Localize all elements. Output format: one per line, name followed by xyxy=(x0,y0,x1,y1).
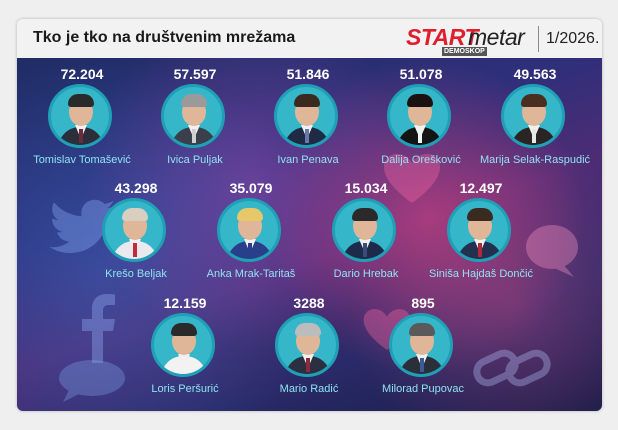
avatar xyxy=(275,313,339,377)
avatar xyxy=(151,313,215,377)
person-name: Milorad Pupovac xyxy=(382,383,464,395)
header-divider xyxy=(538,26,539,52)
person-name: Anka Mrak-Taritaš xyxy=(206,268,296,280)
avatar xyxy=(332,198,396,262)
twitter-bird-icon xyxy=(49,199,115,253)
person-card: 43.298 Krešo Beljak xyxy=(66,180,206,290)
page-title: Tko je tko na društvenim mrežama xyxy=(33,29,296,46)
person-card: 51.846 Ivan Penava xyxy=(238,66,378,176)
avatar xyxy=(217,198,281,262)
person-name: Dario Hrebak xyxy=(333,268,399,280)
avatar xyxy=(274,84,338,148)
follower-count: 43.298 xyxy=(114,180,158,196)
follower-count: 12.497 xyxy=(459,180,503,196)
person-card: 35.079 Anka Mrak-Taritaš xyxy=(181,180,321,290)
avatar xyxy=(102,198,166,262)
follower-count: 49.563 xyxy=(513,66,557,82)
follower-count: 895 xyxy=(411,295,435,311)
person-card: 12.159 Loris Peršurić xyxy=(115,295,255,405)
follower-count: 57.597 xyxy=(173,66,217,82)
follower-count: 12.159 xyxy=(163,295,207,311)
avatar xyxy=(48,84,112,148)
person-name: Ivan Penava xyxy=(277,154,339,166)
person-name: Siniša Hajdaš Dončić xyxy=(429,268,533,280)
header-bar: Tko je tko na društvenim mrežama START m… xyxy=(17,19,602,58)
person-name: Tomislav Tomašević xyxy=(33,154,131,166)
logo-start-text: START xyxy=(406,24,479,50)
person-card: 12.497 Siniša Hajdaš Dončić xyxy=(411,180,551,290)
follower-count: 3288 xyxy=(293,295,325,311)
avatar xyxy=(501,84,565,148)
avatar xyxy=(389,313,453,377)
follower-count: 72.204 xyxy=(60,66,104,82)
issue-date: 1/2026. xyxy=(546,30,600,47)
follower-count: 51.078 xyxy=(399,66,443,82)
person-card: 49.563 Marija Selak-Raspudić xyxy=(465,66,605,176)
person-card: 3288 Mario Radić xyxy=(239,295,379,405)
chat-bubble-icon xyxy=(59,360,125,402)
link-chain-icon xyxy=(473,349,551,387)
avatar xyxy=(161,84,225,148)
person-card: 51.078 Dalija Orešković xyxy=(351,66,491,176)
person-name: Loris Peršurić xyxy=(151,383,219,395)
follower-count: 51.846 xyxy=(286,66,330,82)
heart-icon xyxy=(384,154,440,203)
logo-demoskop-text: DEMOSKOP xyxy=(442,47,487,56)
logo-metar-text: metar xyxy=(468,24,525,50)
person-card: 72.204 Tomislav Tomašević xyxy=(12,66,152,176)
startmetar-logo: START metar DEMOSKOP xyxy=(406,22,532,56)
person-name: Ivica Puljak xyxy=(167,154,223,166)
person-name: Mario Radić xyxy=(279,383,339,395)
person-name: Marija Selak-Raspudić xyxy=(479,154,591,166)
person-name: Dalija Orešković xyxy=(381,154,461,166)
follower-count: 15.034 xyxy=(344,180,388,196)
avatar xyxy=(387,84,451,148)
person-card: 895 Milorad Pupovac xyxy=(353,295,493,405)
facebook-icon xyxy=(82,294,115,363)
follower-count: 35.079 xyxy=(229,180,273,196)
person-card: 15.034 Dario Hrebak xyxy=(296,180,436,290)
person-card: 57.597 Ivica Puljak xyxy=(125,66,265,176)
avatar xyxy=(447,198,511,262)
person-name: Krešo Beljak xyxy=(105,268,167,280)
chat-bubble-icon xyxy=(526,225,578,277)
